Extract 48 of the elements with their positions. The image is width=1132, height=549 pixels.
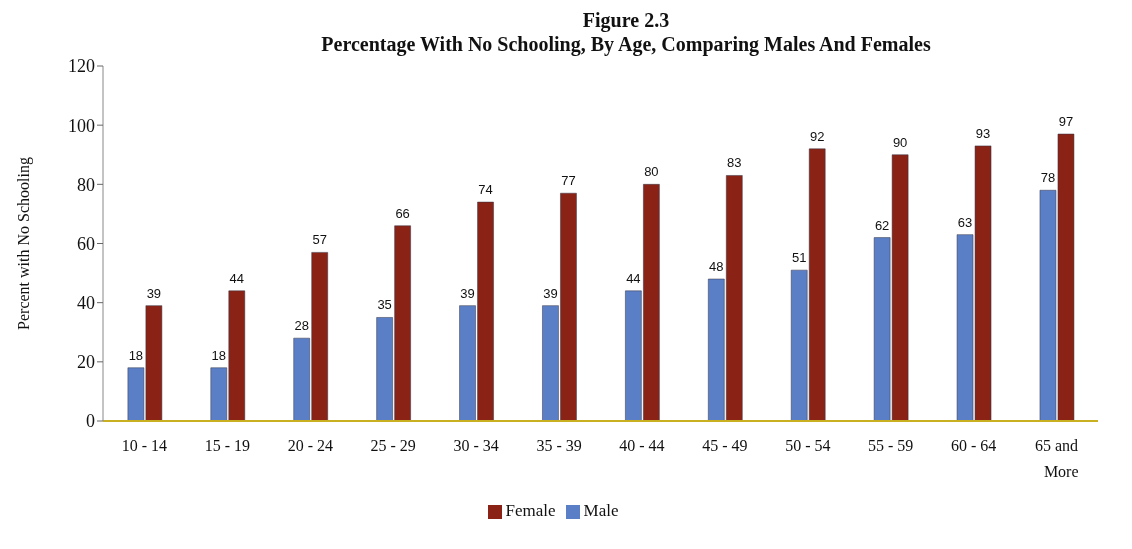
data-label: 97 <box>1058 114 1074 130</box>
chart-subtitle: Percentage With No Schooling, By Age, Comparing Males And Females <box>320 32 932 56</box>
data-label: 62 <box>874 217 890 233</box>
legend-label: Female <box>505 501 556 520</box>
data-label: 66 <box>395 205 410 221</box>
x-tick-label: 20 - 24 <box>287 437 333 454</box>
x-tick-label: 50 - 54 <box>785 437 831 454</box>
y-tick-label: 120 <box>68 56 95 77</box>
data-label: 39 <box>460 285 475 301</box>
data-label: 80 <box>644 164 659 180</box>
y-tick-label: 80 <box>77 174 95 195</box>
x-tick-label: 40 - 44 <box>619 437 665 454</box>
y-tick-label: 20 <box>77 352 95 373</box>
data-label: 57 <box>312 232 327 248</box>
data-label: 63 <box>957 214 973 230</box>
data-label: 18 <box>211 347 227 363</box>
data-label: 77 <box>561 173 576 189</box>
x-tick-label: 60 - 64 <box>950 437 997 454</box>
data-label: 39 <box>543 285 558 301</box>
x-tick-label: 35 - 39 <box>536 437 582 454</box>
x-tick-label: 10 - 14 <box>121 437 168 454</box>
data-label: 92 <box>809 128 825 144</box>
y-tick-label: 0 <box>86 411 95 432</box>
y-tick-label: 40 <box>77 293 95 314</box>
data-label: 90 <box>892 134 908 150</box>
data-label: 18 <box>128 347 144 363</box>
data-label: 44 <box>626 270 641 286</box>
y-axis-title: Percent with No Schooling <box>14 157 33 330</box>
legend-label: Male <box>583 501 619 520</box>
x-tick-label: 55 - 59 <box>868 437 914 454</box>
y-tick-label: 100 <box>68 115 95 136</box>
data-label: 28 <box>294 318 309 334</box>
data-label: 74 <box>478 182 493 198</box>
x-tick-label: 25 - 29 <box>370 437 416 454</box>
data-label: 39 <box>146 285 162 301</box>
data-label: 35 <box>377 297 392 313</box>
data-label: 83 <box>727 155 742 171</box>
data-label: 51 <box>791 250 807 266</box>
x-tick-label: 65 and More <box>1034 437 1079 480</box>
data-label: 93 <box>975 125 991 141</box>
x-tick-label: 30 - 34 <box>453 437 499 454</box>
chart-title: Figure 2.3 <box>581 8 671 32</box>
x-tick-label: 15 - 19 <box>204 437 251 454</box>
x-tick-label: 45 - 49 <box>702 437 748 454</box>
data-label: 48 <box>709 259 724 274</box>
data-label: 44 <box>229 270 245 286</box>
y-tick-label: 60 <box>77 233 95 254</box>
data-label: 78 <box>1040 170 1056 186</box>
